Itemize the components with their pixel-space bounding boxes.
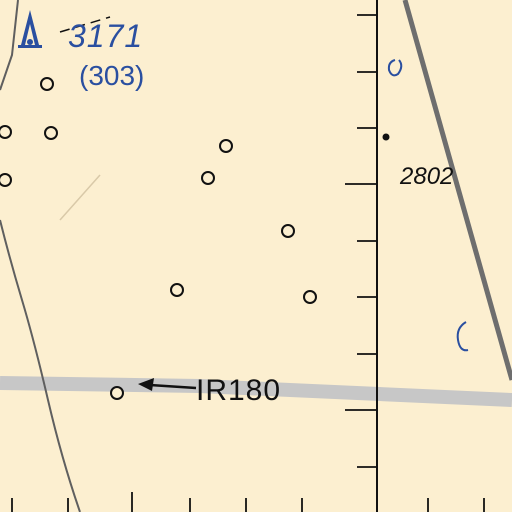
- route-arrow-icon: [138, 378, 197, 391]
- landmark-circle: [219, 139, 233, 153]
- meridian-ticks: [345, 14, 377, 468]
- ir-route-band: [0, 376, 512, 407]
- bottom-ticks: [11, 492, 485, 512]
- landmark-circle: [44, 126, 58, 140]
- landmark-circle: [281, 224, 295, 238]
- landmark-circle: [0, 125, 12, 139]
- water-feature: [456, 321, 469, 352]
- landmark-circles: [0, 77, 317, 400]
- left-river-line: [0, 219, 81, 512]
- route-label: IR180: [196, 374, 282, 407]
- obstacle-icon: [18, 10, 42, 48]
- obstacle-agl-label: (303): [79, 60, 145, 91]
- landmark-circle: [303, 290, 317, 304]
- dashed-boundary: [59, 16, 111, 33]
- spot-elevation-dot: [382, 133, 390, 141]
- water-feature: [387, 59, 403, 77]
- spot-elevation-label: 2802: [400, 163, 454, 190]
- landmark-circle: [0, 173, 12, 187]
- landmark-circle: [40, 77, 54, 91]
- landmark-circle: [170, 283, 184, 297]
- landmark-circle: [201, 171, 215, 185]
- left-boundary-line: [0, 0, 19, 91]
- landmark-circle: [110, 386, 124, 400]
- highway-line: [402, 0, 512, 381]
- faint-line: [59, 174, 101, 221]
- obstacle-elevation-label: 3171: [68, 18, 144, 54]
